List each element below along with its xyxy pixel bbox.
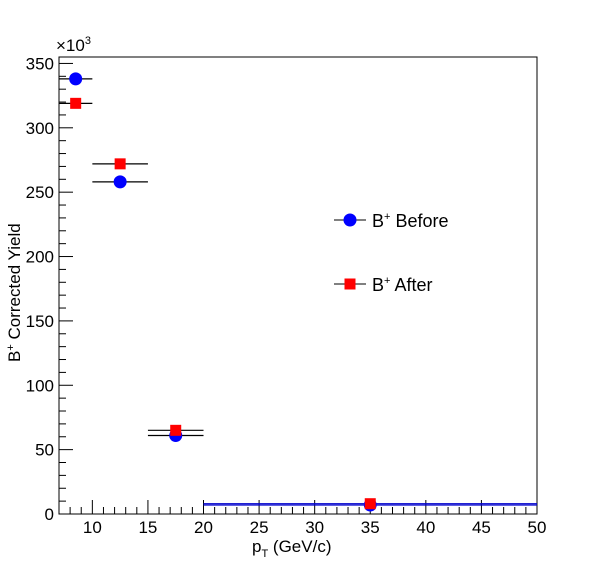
x-tick-label: 50 <box>528 518 547 537</box>
x-tick-label: 15 <box>138 518 157 537</box>
legend-marker-after <box>344 278 356 290</box>
plot-frame <box>58 56 538 515</box>
x-tick-label: 10 <box>83 518 102 537</box>
legend-label-before: B+ Before <box>372 211 449 231</box>
y-axis-title: B+ Corrected Yield <box>5 223 24 362</box>
error-bars <box>59 78 537 506</box>
x-tick-label: 25 <box>250 518 269 537</box>
x-tick-label: 35 <box>361 518 380 537</box>
legend-label-after: B+ After <box>372 275 432 295</box>
legend-entry-before: B+ Before <box>334 211 449 231</box>
data-markers <box>69 72 377 512</box>
data-point-before <box>69 72 83 86</box>
data-point-before <box>113 175 127 189</box>
y-tick-label: 100 <box>26 376 54 395</box>
x-tick-label: 30 <box>305 518 324 537</box>
x-axis-title: pT (GeV/c) <box>252 537 332 560</box>
legend-entry-after: B+ After <box>334 275 432 295</box>
data-point-after <box>364 498 376 510</box>
y-tick-label: 200 <box>26 248 54 267</box>
x-tick-label: 20 <box>194 518 213 537</box>
y-tick-label: 350 <box>26 54 54 73</box>
data-point-after <box>70 97 82 109</box>
y-tick-label: 50 <box>35 441 54 460</box>
y-tick-label: 150 <box>26 312 54 331</box>
legend: B+ Before B+ After <box>334 211 449 295</box>
y-tick-label: 300 <box>26 119 54 138</box>
axis-ticks <box>58 62 538 515</box>
tick-labels: 10 15 20 25 30 35 40 45 50 0 50 100 150 200 250 300 350 <box>26 54 547 537</box>
legend-marker-before <box>343 213 357 227</box>
y-tick-label: 0 <box>45 505 54 524</box>
x-tick-label: 40 <box>416 518 435 537</box>
data-point-after <box>114 158 126 170</box>
y-multiplier: ×103 <box>56 35 91 55</box>
data-point-after <box>170 424 182 436</box>
y-tick-label: 250 <box>26 183 54 202</box>
x-tick-label: 45 <box>472 518 491 537</box>
